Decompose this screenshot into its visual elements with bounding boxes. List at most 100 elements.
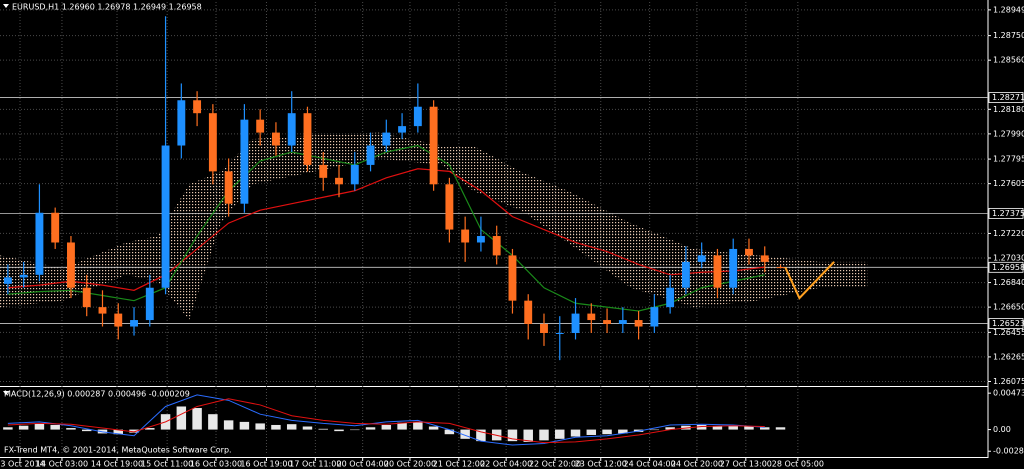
candle-body — [587, 313, 596, 321]
macd-line — [7, 398, 765, 444]
x-tick-label: 14 Oct 19:00 — [91, 460, 143, 469]
candle-body — [51, 212, 60, 243]
x-tick-label: 28 Oct 05:00 — [772, 460, 824, 469]
macd-bar — [192, 408, 202, 430]
x-tick-label: 24 Oct 04:00 — [624, 460, 676, 469]
price-level-box — [988, 318, 1024, 329]
x-tick-label: 13 Oct 2014 — [0, 460, 45, 469]
candle-body — [666, 287, 675, 308]
macd-bar — [665, 427, 675, 430]
price-level-label: 1.28271 — [992, 93, 1024, 102]
macd-bar — [3, 427, 13, 430]
candle-body — [287, 113, 296, 146]
macd-bar — [744, 426, 754, 430]
y-tick-label: 1.26840 — [993, 278, 1024, 287]
price-level-box — [988, 92, 1024, 103]
candle-body — [618, 320, 627, 324]
candle-body — [350, 164, 359, 185]
candle-body — [130, 320, 138, 327]
macd-bar — [365, 427, 376, 430]
y-tick-label: 1.26455 — [993, 328, 1024, 337]
macd-bar — [460, 429, 470, 439]
indicator-icon — [3, 391, 9, 395]
y-tick-label: -0.00281 — [993, 447, 1024, 456]
candle-body — [492, 236, 501, 256]
x-tick-label: 23 Oct 12:00 — [575, 460, 627, 469]
candle-body — [524, 300, 533, 324]
candle-body — [35, 212, 44, 275]
macd-bar — [523, 429, 533, 442]
candle-body — [98, 307, 107, 314]
y-tick-label: 0.00473 — [993, 389, 1024, 398]
price-level-label: 1.27375 — [992, 209, 1024, 218]
candle-body — [145, 287, 154, 321]
price-level-label: 1.26523 — [992, 319, 1024, 328]
candle-body — [776, 267, 785, 269]
x-tick-label: 21 Oct 12:00 — [433, 460, 485, 469]
macd-bar — [129, 429, 139, 433]
candle-body — [650, 307, 659, 327]
candle-body — [114, 313, 123, 327]
x-tick-label: 16 Oct 03:00 — [190, 460, 242, 469]
candle-body — [335, 177, 343, 185]
x-tick-label: 22 Oct 20:00 — [529, 460, 581, 469]
candle-body — [271, 132, 280, 146]
candle-body — [713, 255, 722, 288]
candle-body — [745, 248, 753, 256]
y-tick-label: 1.28949 — [993, 5, 1024, 14]
candle-body — [161, 145, 170, 288]
candle-body — [476, 236, 485, 243]
macd-bar — [602, 429, 612, 435]
candle-body — [19, 274, 28, 278]
macd-line — [7, 394, 765, 446]
macd-bar — [239, 421, 250, 430]
candle-body — [3, 277, 12, 284]
indicator-line — [7, 144, 765, 312]
macd-bar — [570, 429, 581, 437]
candle-body — [445, 184, 454, 230]
y-tick-label: 1.26075 — [993, 377, 1024, 386]
footer: FX-Trend MT4, © 2001-2014, MetaQuotes So… — [4, 446, 232, 455]
x-tick-label: 20 Oct 04:00 — [337, 460, 389, 469]
macd-bar — [145, 428, 155, 430]
y-tick-label: 1.26265 — [993, 352, 1024, 361]
x-tick-label: 15 Oct 11:00 — [141, 460, 193, 469]
y-tick-label: 1.27030 — [993, 254, 1024, 263]
candle-body — [398, 126, 407, 133]
macd-bar — [18, 425, 29, 430]
macd-bar — [649, 429, 660, 431]
macd-bar — [350, 429, 360, 431]
y-tick-label: 1.27605 — [993, 179, 1024, 188]
x-tick-label: 22 Oct 04:00 — [480, 460, 532, 469]
macd-bar — [50, 424, 60, 430]
symbol-icon — [3, 4, 9, 8]
macd-bar — [539, 429, 549, 441]
candle-body — [67, 242, 75, 288]
macd-bar — [696, 424, 707, 430]
macd-bar — [381, 424, 392, 430]
y-tick-label: 1.27795 — [993, 155, 1024, 164]
price-level-label: 1.26958 — [992, 263, 1024, 272]
macd-bar — [760, 427, 770, 430]
macd-bar — [444, 429, 455, 435]
candle-body — [540, 323, 548, 333]
y-tick-label: 1.28560 — [993, 56, 1024, 65]
y-tick-label: 1.28750 — [993, 31, 1024, 40]
candle-body — [382, 132, 391, 146]
candle-body — [193, 100, 202, 114]
candle-body — [634, 320, 643, 327]
candle-body — [208, 113, 217, 172]
macd-bar — [81, 429, 92, 432]
macd-bar — [712, 426, 723, 430]
candle-body — [603, 320, 612, 324]
indicator-title: MACD(12,26,9) 0.000287 0.000496 -0.00020… — [4, 390, 190, 399]
candle-body — [413, 106, 422, 127]
candle-body — [508, 255, 517, 301]
candle-body — [256, 119, 265, 133]
candle-body — [429, 106, 438, 185]
x-tick-label: 14 Oct 03:00 — [36, 460, 88, 469]
y-tick-label: 1.27220 — [993, 229, 1024, 238]
macd-bar — [318, 428, 328, 430]
candle-body — [729, 248, 738, 288]
